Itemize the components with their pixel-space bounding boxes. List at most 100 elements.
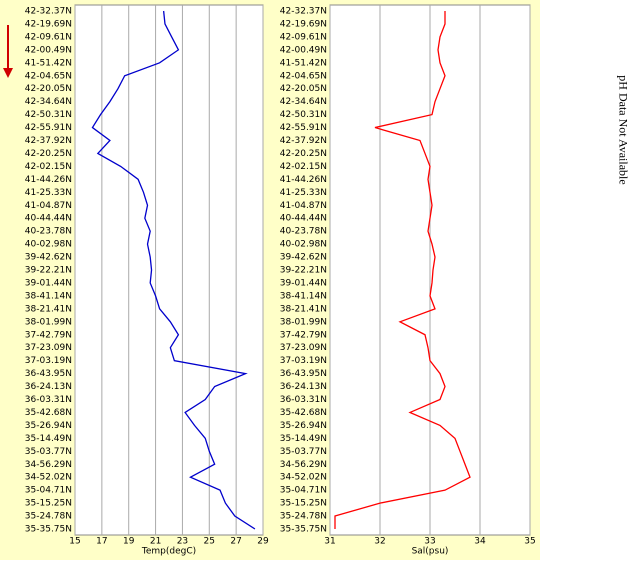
y-tick-label: 34-56.29N (280, 460, 327, 470)
y-tick-label: 37-42.79N (280, 330, 327, 340)
y-tick-label: 39-42.62N (25, 253, 72, 263)
x-tick-label: 21 (150, 537, 161, 547)
y-tick-label: 35-04.71N (280, 486, 327, 496)
y-tick-label: 35-14.49N (25, 434, 72, 444)
y-tick-label: 42-50.31N (25, 110, 72, 120)
y-tick-label: 35-15.25N (25, 499, 72, 509)
y-tick-label: 42-00.49N (280, 45, 327, 55)
y-tick-label: 36-24.13N (280, 382, 327, 392)
y-tick-label: 39-01.44N (280, 278, 327, 288)
y-tick-label: 40-44.44N (280, 214, 327, 224)
y-tick-label: 38-41.14N (25, 291, 72, 301)
y-tick-label: 34-52.02N (25, 473, 72, 483)
y-tick-label: 39-22.21N (25, 266, 72, 276)
y-tick-label: 41-04.87N (25, 201, 72, 211)
y-tick-label: 41-25.33N (280, 188, 327, 198)
y-tick-label: 36-03.31N (25, 395, 72, 405)
x-tick-label: 23 (177, 537, 188, 547)
y-tick-label: 37-23.09N (25, 343, 72, 353)
x-axis-label: Sal(psu) (412, 547, 449, 557)
y-tick-label: 35-35.75N (25, 525, 72, 535)
x-tick-label: 15 (69, 537, 80, 547)
y-tick-label: 41-44.26N (280, 175, 327, 185)
y-tick-label: 37-03.19N (280, 356, 327, 366)
y-tick-label: 41-25.33N (25, 188, 72, 198)
x-tick-label: 27 (230, 537, 241, 547)
x-axis-label: Temp(degC) (141, 547, 196, 557)
y-tick-label: 36-43.95N (280, 369, 327, 379)
y-tick-label: 35-03.77N (25, 447, 72, 457)
x-tick-label: 31 (324, 537, 335, 547)
y-tick-label: 42-20.05N (25, 84, 72, 94)
y-tick-label: 40-02.98N (25, 240, 72, 250)
x-tick-label: 25 (204, 537, 215, 547)
x-tick-label: 34 (474, 537, 486, 547)
x-tick-label: 35 (524, 537, 535, 547)
direction-arrow-head (3, 68, 13, 78)
y-tick-label: 35-42.68N (25, 408, 72, 418)
y-tick-label: 34-52.02N (280, 473, 327, 483)
y-tick-label: 42-32.37N (280, 7, 327, 17)
y-tick-label: 42-50.31N (280, 110, 327, 120)
y-tick-label: 42-02.15N (25, 162, 72, 172)
y-tick-label: 40-23.78N (25, 227, 72, 237)
y-tick-label: 35-35.75N (280, 525, 327, 535)
y-tick-label: 37-03.19N (25, 356, 72, 366)
y-tick-label: 35-24.78N (25, 512, 72, 522)
y-tick-label: 41-51.42N (25, 58, 72, 68)
y-tick-label: 40-44.44N (25, 214, 72, 224)
y-tick-label: 35-15.25N (280, 499, 327, 509)
y-tick-label: 42-37.92N (280, 136, 327, 146)
y-tick-label: 38-01.99N (25, 317, 72, 327)
x-tick-label: 29 (257, 537, 269, 547)
plot-area (74, 4, 264, 536)
y-tick-label: 42-20.25N (25, 149, 72, 159)
y-tick-label: 42-20.25N (280, 149, 327, 159)
y-tick-label: 40-23.78N (280, 227, 327, 237)
y-tick-label: 42-20.05N (280, 84, 327, 94)
y-tick-label: 35-26.94N (25, 421, 72, 431)
y-tick-label: 42-04.65N (25, 71, 72, 81)
x-tick-label: 32 (374, 537, 385, 547)
y-tick-label: 38-01.99N (280, 317, 327, 327)
y-tick-label: 42-55.91N (25, 123, 72, 133)
y-tick-label: 42-19.69N (25, 19, 72, 29)
x-tick-label: 33 (424, 537, 435, 547)
y-tick-label: 42-09.61N (25, 32, 72, 42)
y-tick-label: 42-37.92N (25, 136, 72, 146)
y-tick-label: 42-00.49N (25, 45, 72, 55)
y-tick-label: 40-02.98N (280, 240, 327, 250)
y-tick-label: 35-26.94N (280, 421, 327, 431)
y-tick-label: 42-04.65N (280, 71, 327, 81)
y-tick-label: 41-44.26N (25, 175, 72, 185)
y-tick-label: 36-24.13N (25, 382, 72, 392)
data-line (91, 10, 256, 530)
y-tick-label: 37-23.09N (280, 343, 327, 353)
y-tick-label: 37-42.79N (25, 330, 72, 340)
y-tick-label: 42-19.69N (280, 19, 327, 29)
x-tick-label: 19 (123, 537, 135, 547)
y-tick-label: 42-34.64N (25, 97, 72, 107)
y-tick-label: 35-24.78N (280, 512, 327, 522)
y-tick-label: 36-03.31N (280, 395, 327, 405)
y-tick-label: 39-01.44N (25, 278, 72, 288)
y-tick-label: 42-55.91N (280, 123, 327, 133)
y-tick-label: 35-42.68N (280, 408, 327, 418)
y-tick-label: 38-21.41N (280, 304, 327, 314)
y-tick-label: 41-51.42N (280, 58, 327, 68)
y-tick-label: 35-14.49N (280, 434, 327, 444)
y-tick-label: 35-03.77N (280, 447, 327, 457)
y-tick-label: 42-34.64N (280, 97, 327, 107)
y-tick-label: 42-09.61N (280, 32, 327, 42)
y-tick-label: 42-32.37N (25, 7, 72, 17)
y-tick-label: 36-43.95N (25, 369, 72, 379)
side-note: pH Data Not Available (616, 75, 630, 184)
y-tick-label: 34-56.29N (25, 460, 72, 470)
y-tick-label: 35-04.71N (25, 486, 72, 496)
data-line (334, 11, 471, 529)
y-tick-label: 39-42.62N (280, 253, 327, 263)
y-tick-label: 38-41.14N (280, 291, 327, 301)
x-tick-label: 17 (96, 537, 107, 547)
y-tick-label: 38-21.41N (25, 304, 72, 314)
